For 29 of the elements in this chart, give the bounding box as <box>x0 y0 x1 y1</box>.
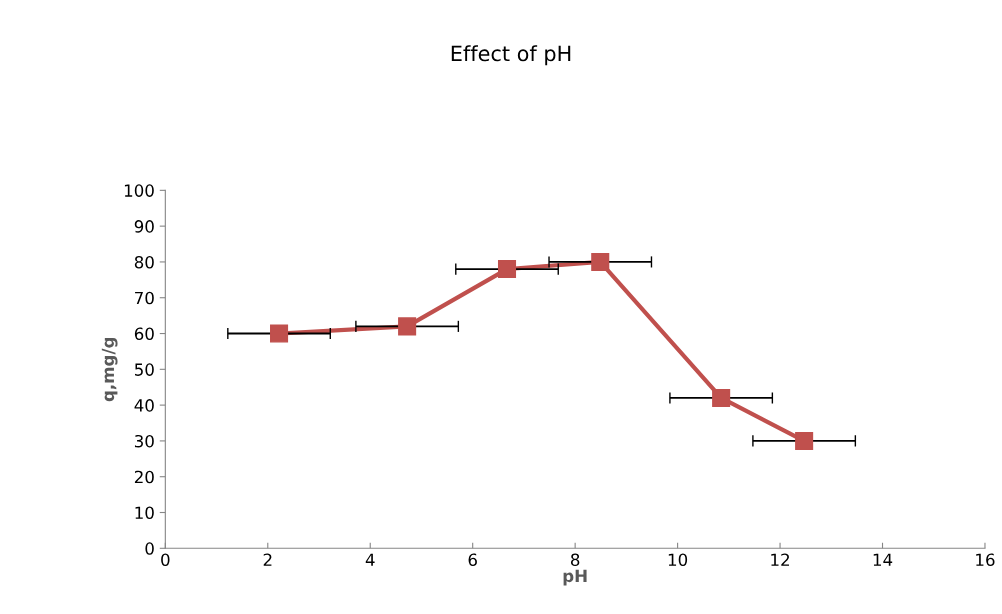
y-tick-label: 100 <box>124 184 154 197</box>
x-tick-label: 6 <box>468 553 477 567</box>
y-tick-label: 20 <box>134 470 154 484</box>
x-tick-label: 8 <box>570 553 580 567</box>
chart-title: Effect of pH <box>451 45 571 66</box>
y-axis-title: q,mg/g <box>101 337 118 402</box>
x-tick-label: 2 <box>263 553 272 566</box>
point <box>497 260 517 279</box>
y-tick-label: 10 <box>135 506 154 520</box>
y-tick-label: 0 <box>145 542 154 555</box>
point <box>398 317 417 336</box>
x-tick-label: 0 <box>161 553 170 567</box>
y-tick-label: 60 <box>134 327 154 341</box>
point <box>712 388 731 407</box>
x-tick-label: 14 <box>873 553 893 566</box>
y-tick-label: 70 <box>135 291 154 305</box>
y-tick-label: 80 <box>134 255 154 269</box>
point <box>795 431 814 450</box>
point <box>270 324 289 343</box>
y-tick-label: 30 <box>134 434 154 448</box>
y-tick-label: 90 <box>134 220 154 233</box>
x-tick-label: 12 <box>771 553 789 566</box>
x-tick-label: 16 <box>976 553 995 567</box>
y-tick-label: 40 <box>134 399 154 412</box>
x-tick-label: 4 <box>365 553 375 566</box>
x-tick-label: 10 <box>668 553 688 567</box>
x-axis-title: pH <box>563 569 587 586</box>
point <box>591 252 610 271</box>
y-tick-label: 50 <box>134 363 154 376</box>
